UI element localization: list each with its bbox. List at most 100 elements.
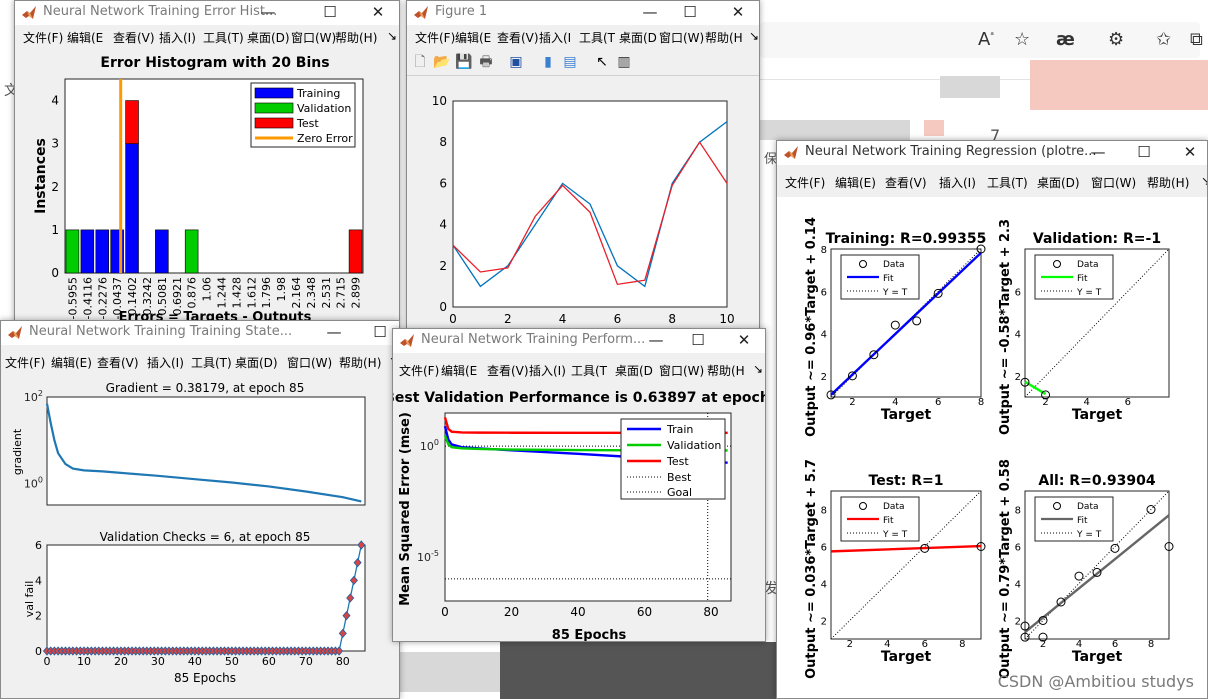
x-tick-label: 8 (978, 397, 984, 408)
y-tick-label: 2 (1015, 617, 1021, 628)
minimize-button[interactable]: — (326, 323, 342, 341)
menu-item[interactable]: 帮助(H (705, 31, 743, 45)
maximize-button[interactable]: ☐ (1137, 143, 1151, 161)
menu-item[interactable]: 窗口(W) (1091, 176, 1137, 190)
menu-item[interactable]: 桌面(D) (1037, 176, 1080, 190)
maximize-button[interactable]: ☐ (683, 3, 697, 21)
minimize-button[interactable]: — (1090, 143, 1106, 161)
legend-label: Goal (667, 486, 692, 499)
menu-item[interactable]: 查看(V) (885, 176, 927, 190)
y-tick-label: 2 (1015, 372, 1021, 383)
menu-item[interactable]: 文件(F) (399, 364, 440, 378)
legend-icon[interactable]: ▤ (563, 54, 577, 70)
menu-item[interactable]: 帮助(H (707, 364, 745, 378)
menu-item[interactable]: 工具(T) (987, 176, 1028, 190)
menu-item[interactable]: ↘ (387, 29, 398, 43)
minimize-button[interactable]: — (642, 3, 658, 21)
menu-item[interactable]: 工具(T (571, 364, 608, 378)
menu-item[interactable]: 插入(I) (147, 356, 184, 370)
x-tick-label: 0.6921 (171, 277, 184, 316)
menu-item[interactable]: 插入(I) (939, 176, 976, 190)
fit-line (830, 251, 982, 396)
menu-item[interactable]: 编辑(E (441, 364, 478, 378)
pointer-icon[interactable]: ↖ (596, 54, 608, 70)
maximize-button[interactable]: ☐ (691, 331, 705, 349)
menu-item[interactable]: 编辑(E) (835, 176, 876, 190)
minimize-button[interactable]: — (648, 331, 664, 349)
x-axis-label: Errors = Targets - Outputs (119, 310, 312, 322)
new-icon[interactable]: 🗋 (414, 54, 426, 70)
menu-item[interactable]: 帮助(H) (339, 356, 382, 370)
x-tick-label: 80 (703, 605, 718, 619)
menu-item[interactable]: 插入(I (539, 31, 572, 45)
favorite-add-icon[interactable]: ☆ (1014, 29, 1031, 50)
menu-item[interactable]: 查看(V) (113, 31, 155, 45)
maximize-button[interactable]: ☐ (323, 3, 337, 21)
legend-label: Data (883, 260, 905, 270)
menu-item[interactable]: 编辑(E (455, 31, 492, 45)
menu-item[interactable]: ↘ (753, 362, 764, 376)
data-point (1038, 616, 1048, 625)
menu-item[interactable]: 文件(F) (785, 176, 826, 190)
save-icon[interactable]: 💾 (455, 54, 473, 70)
menu-item[interactable]: 插入(I) (159, 31, 196, 45)
menu-item[interactable]: 工具(T) (203, 31, 244, 45)
menu-item[interactable]: 编辑(E) (51, 356, 92, 370)
legend-swatch (254, 117, 294, 129)
x-tick-label: 70 (299, 655, 313, 668)
data-point (1092, 567, 1102, 577)
x-tick-label: 2.348 (305, 277, 318, 309)
menu-item[interactable]: ↘ (1201, 174, 1207, 188)
open-icon[interactable]: 📂 (433, 54, 451, 70)
extensions-icon[interactable]: ⚙ (1108, 29, 1125, 50)
menu-item[interactable]: 文件(F) (415, 31, 456, 45)
legend-label: Fit (1077, 516, 1088, 526)
menu-item[interactable]: 查看(V) (497, 31, 539, 45)
minimize-button[interactable]: — (260, 3, 276, 21)
chart-title: Gradient = 0.38179, at epoch 85 (106, 381, 305, 395)
menu-item[interactable]: ↘ (749, 29, 760, 43)
menu-item[interactable]: 编辑(E (67, 31, 104, 45)
menu-item[interactable]: 查看(V) (487, 364, 529, 378)
legend-label: Y = T (882, 530, 908, 540)
y-tick-label: 0 (35, 645, 42, 658)
colorbar-icon[interactable]: ▮ (544, 54, 552, 70)
favorites-icon[interactable]: ✩ (1156, 29, 1172, 50)
legend-swatch (1053, 502, 1061, 510)
menu-item[interactable]: 窗口(W) (659, 31, 705, 45)
x-tick-label: 2 (1040, 639, 1046, 650)
print-preview-icon[interactable]: ▣ (509, 54, 523, 70)
menu-item[interactable]: 窗口(W) (659, 364, 705, 378)
menu-item[interactable]: 文件(F) (23, 31, 64, 45)
ae-glyph[interactable]: æ (1056, 29, 1075, 50)
series-line (452, 141, 728, 286)
address-bar[interactable] (760, 22, 1200, 58)
x-tick-label: 10 (719, 312, 734, 326)
menu-item[interactable]: 桌面(D (615, 364, 653, 378)
close-button[interactable]: ✕ (731, 3, 745, 21)
menu-item[interactable]: 帮助(H) (335, 31, 378, 45)
menu-item[interactable]: 插入(I) (529, 364, 566, 378)
maximize-button[interactable]: ☐ (373, 323, 387, 341)
collections-icon[interactable]: ⧉ (1190, 29, 1203, 50)
menu-item[interactable]: 查看(V) (97, 356, 139, 370)
read-aloud-icon[interactable]: Aᵃ (978, 29, 994, 50)
menu-item[interactable]: 桌面(D) (235, 356, 278, 370)
menu-item[interactable]: 桌面(D (619, 31, 657, 45)
menu-item[interactable]: 窗口(W) (291, 31, 337, 45)
property-editor-icon[interactable]: ▥ (617, 54, 631, 70)
menu-item[interactable]: 工具(T) (191, 356, 232, 370)
chart-title: Error Histogram with 20 Bins (100, 55, 329, 71)
x-tick-label: 6 (614, 312, 622, 326)
menu-item[interactable]: 窗口(W) (287, 356, 333, 370)
menu-item[interactable]: 工具(T (579, 31, 616, 45)
menu-item[interactable]: 桌面(D) (247, 31, 290, 45)
legend-label: Best (667, 471, 692, 484)
print-icon[interactable]: 🖶 (479, 54, 493, 70)
menu-item[interactable]: 帮助(H) (1147, 176, 1190, 190)
menu-item[interactable]: 文件(F) (5, 356, 46, 370)
close-button[interactable]: ✕ (1183, 143, 1197, 161)
x-tick-label: 1.06 (201, 277, 214, 302)
close-button[interactable]: ✕ (737, 331, 751, 349)
close-button[interactable]: ✕ (371, 3, 385, 21)
